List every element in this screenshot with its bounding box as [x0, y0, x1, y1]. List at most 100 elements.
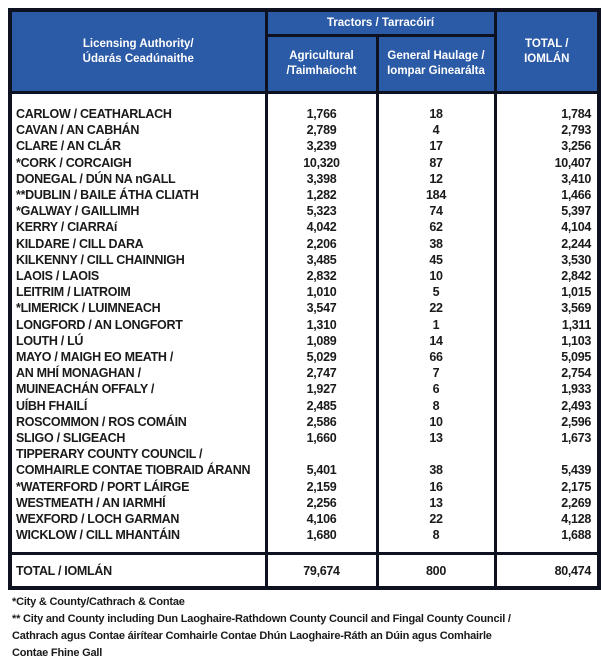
authority-cell: SLIGO / SLIGEACH [8, 430, 268, 447]
table-row: WICKLOW / CILL MHANTÁIN 1,680 8 1,688 [8, 527, 601, 554]
agricultural-value: 4,042 [264, 219, 379, 236]
table-row: MUINEACHÁN OFFALY /1,927 6 1,933 [8, 381, 601, 398]
authority-cell: MUINEACHÁN OFFALY / [8, 381, 268, 398]
agricultural-column-header: Agricultural /Taimhaíocht [264, 34, 379, 94]
total-header-line2: IOMLÁN [524, 52, 570, 65]
total-value: 2,842 [493, 268, 601, 285]
agricultural-value: 1,310 [264, 316, 379, 333]
total-value: 1,673 [493, 430, 601, 447]
header-row-sub: Agricultural /Taimhaíocht General Haulag… [10, 34, 599, 94]
table-row: DONEGAL / DÚN NA nGALL 3,398 12 3,410 [8, 170, 601, 188]
authority-cell: **DUBLIN / BAILE ÁTHA CLIATH [8, 187, 268, 204]
agricultural-value: 2,256 [264, 494, 379, 512]
haulage-value: 74 [375, 203, 497, 220]
total-agricultural-value: 79,674 [264, 552, 379, 591]
haulage-value: 10 [375, 268, 497, 285]
table-row: WEXFORD / LOCH GARMAN 4,106 22 4,128 [8, 511, 601, 528]
footnotes: *City & County/Cathrach & Contae ** City … [12, 594, 511, 662]
haulage-value: 5 [375, 284, 497, 301]
agricultural-value: 1,660 [264, 430, 379, 447]
agricultural-value: 3,547 [264, 300, 379, 317]
agricultural-value: 10,320 [264, 154, 379, 171]
table-row: *GALWAY / GAILLIMH 5,323 74 5,397 [8, 203, 601, 220]
haulage-value: 6 [375, 381, 497, 398]
haulage-value: 18 [375, 92, 497, 123]
total-row-label: TOTAL / IOMLÁN [8, 552, 268, 591]
haulage-value: 4 [375, 122, 497, 139]
haulage-value: 14 [375, 332, 497, 350]
agricultural-header-line1: Agricultural [289, 50, 354, 62]
table-row: TIPPERARY COUNTY COUNCIL / [8, 446, 601, 463]
total-value: 1,015 [493, 284, 601, 301]
authority-cell: DONEGAL / DÚN NA nGALL [8, 170, 268, 188]
haulage-value: 16 [375, 478, 497, 495]
authority-cell: *GALWAY / GAILLIMH [8, 203, 268, 220]
agricultural-value: 1,766 [264, 92, 379, 123]
agricultural-value: 2,159 [264, 478, 379, 495]
table-row: LEITRIM / LIATROIM 1,010 5 1,015 [8, 284, 601, 301]
authority-cell: AN MHÍ MONAGHAN / [8, 365, 268, 382]
total-header-line1: TOTAL / [525, 37, 569, 50]
table-row: *CORK / CORCAIGH 10,320 87 10,407 [8, 154, 601, 171]
total-value: 2,793 [493, 122, 601, 139]
authority-cell: KILKENNY / CILL CHAINNIGH [8, 251, 268, 269]
agricultural-value: 2,747 [264, 365, 379, 382]
authority-cell: LEITRIM / LIATROIM [8, 284, 268, 301]
table-row: *WATERFORD / PORT LÁIRGE 2,159 16 2,175 [8, 478, 601, 495]
footnote-line: Cathrach agus Contae áirítear Comhairle … [12, 630, 492, 642]
agricultural-value: 3,485 [264, 251, 379, 269]
authority-cell: ROSCOMMON / ROS COMÁIN [8, 413, 268, 431]
agricultural-value: 5,401 [264, 462, 379, 479]
licensing-authority-header: Licensing Authority/ Údarás Ceadúnaithe [8, 8, 268, 94]
total-value: 2,493 [493, 397, 601, 414]
total-value [493, 446, 601, 463]
haulage-value: 38 [375, 235, 497, 252]
total-value: 4,104 [493, 219, 601, 236]
total-value: 1,103 [493, 332, 601, 350]
agricultural-value: 5,029 [264, 349, 379, 366]
agricultural-value: 1,680 [264, 527, 379, 554]
table-row: UÍBH FHAILÍ 2,485 8 2,493 [8, 397, 601, 414]
agricultural-value: 1,089 [264, 332, 379, 350]
table-row: *LIMERICK / LUIMNEACH 3,547 22 3,569 [8, 300, 601, 317]
agricultural-value: 5,323 [264, 203, 379, 220]
agricultural-value: 2,832 [264, 268, 379, 285]
table-row: AN MHÍ MONAGHAN /2,747 7 2,754 [8, 365, 601, 382]
table-footer: TOTAL / IOMLÁN 79,674 800 80,474 [8, 552, 601, 591]
authority-cell: COMHAIRLE CONTAE TIOBRAID ÁRANN [8, 462, 268, 479]
agricultural-value [264, 446, 379, 463]
total-value: 5,439 [493, 462, 601, 479]
table-row: CARLOW / CEATHARLACH 1,766 18 1,784 [8, 92, 601, 123]
haulage-value: 8 [375, 397, 497, 414]
table-body: CARLOW / CEATHARLACH 1,766 18 1,784 CAVAN / … [8, 92, 601, 554]
haulage-value: 17 [375, 138, 497, 155]
table-row: COMHAIRLE CONTAE TIOBRAID ÁRANN 5,401 38 5,… [8, 462, 601, 479]
footnote-line: Contae Fhine Gall [12, 647, 103, 659]
table-row: LONGFORD / AN LONGFORT 1,310 1 1,311 [8, 316, 601, 333]
total-row: TOTAL / IOMLÁN 79,674 800 80,474 [8, 552, 601, 591]
haulage-value: 8 [375, 527, 497, 554]
haulage-value: 10 [375, 413, 497, 431]
total-value: 2,269 [493, 494, 601, 512]
table-row: CAVAN / AN CABHÁN 2,789 4 2,793 [8, 122, 601, 139]
total-haulage-value: 800 [375, 552, 497, 591]
total-value: 1,688 [493, 527, 601, 554]
agricultural-value: 2,485 [264, 397, 379, 414]
footnote-line: *City & County/Cathrach & Contae [12, 596, 185, 608]
haulage-value [375, 446, 497, 463]
agricultural-value: 3,239 [264, 138, 379, 155]
table-row: KILDARE / CILL DARA 2,206 38 2,244 [8, 235, 601, 252]
total-value: 5,397 [493, 203, 601, 220]
footnote-line: ** City and County including Dun Laoghai… [12, 613, 511, 625]
authority-cell: CLARE / AN CLÁR [8, 138, 268, 155]
table-row: **DUBLIN / BAILE ÁTHA CLIATH 1,282 184 1,46… [8, 187, 601, 204]
authority-cell: KILDARE / CILL DARA [8, 235, 268, 252]
total-value: 2,175 [493, 478, 601, 495]
authority-cell: *CORK / CORCAIGH [8, 154, 268, 171]
authority-cell: KERRY / CIARRAí [8, 219, 268, 236]
table-row: WESTMEATH / AN IARMHÍ 2,256 13 2,269 [8, 494, 601, 512]
authority-cell: *WATERFORD / PORT LÁIRGE [8, 478, 268, 495]
agricultural-value: 1,282 [264, 187, 379, 204]
table-row: KERRY / CIARRAí 4,042 62 4,104 [8, 219, 601, 236]
haulage-value: 13 [375, 494, 497, 512]
